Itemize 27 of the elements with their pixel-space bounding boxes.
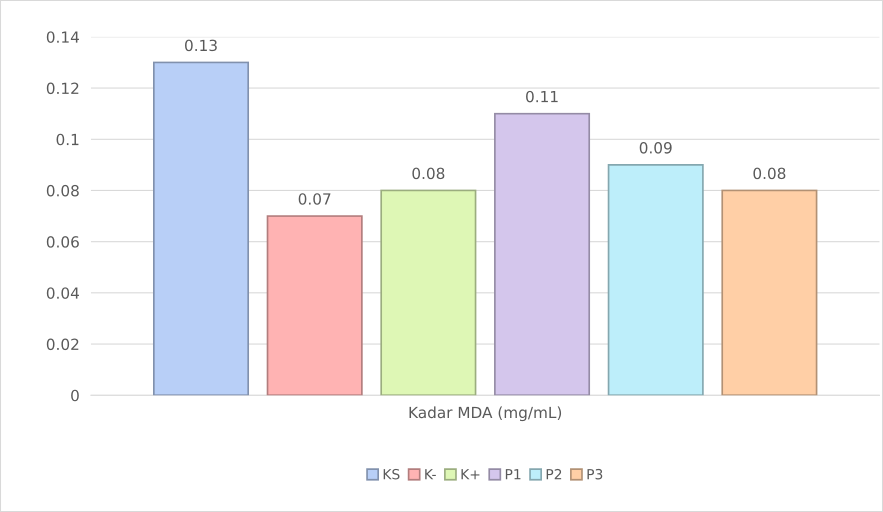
y-tick-label: 0.14 bbox=[46, 31, 79, 43]
bar bbox=[608, 164, 704, 396]
legend-label: P2 bbox=[546, 468, 562, 480]
data-label: 0.08 bbox=[753, 168, 786, 180]
data-label: 0.13 bbox=[185, 40, 217, 52]
bar bbox=[721, 190, 818, 396]
data-label: 0.07 bbox=[298, 193, 330, 205]
legend-label: P3 bbox=[588, 468, 602, 480]
legend-label: P1 bbox=[506, 469, 520, 480]
y-tick-label: 0.02 bbox=[46, 338, 78, 350]
y-tick-label: 0.06 bbox=[46, 236, 79, 248]
data-label: 0.11 bbox=[526, 90, 558, 102]
y-tick-label: 0.12 bbox=[46, 82, 78, 94]
legend-label: KS bbox=[384, 468, 400, 480]
bar bbox=[494, 112, 590, 396]
legend-label: K- bbox=[425, 469, 436, 480]
x-tick-label: Kadar MDA (mg/mL) bbox=[410, 406, 562, 422]
y-tick-label: 0.1 bbox=[56, 134, 78, 146]
data-label: 0.09 bbox=[640, 142, 672, 154]
y-tick-label: 0 bbox=[71, 390, 79, 402]
legend-label: K+ bbox=[462, 469, 480, 480]
data-label: 0.08 bbox=[412, 168, 444, 180]
bar bbox=[153, 62, 250, 396]
y-tick-label: 0.04 bbox=[46, 287, 79, 299]
y-tick-label: 0.08 bbox=[46, 184, 79, 196]
bar bbox=[380, 190, 476, 396]
bar bbox=[266, 215, 363, 396]
